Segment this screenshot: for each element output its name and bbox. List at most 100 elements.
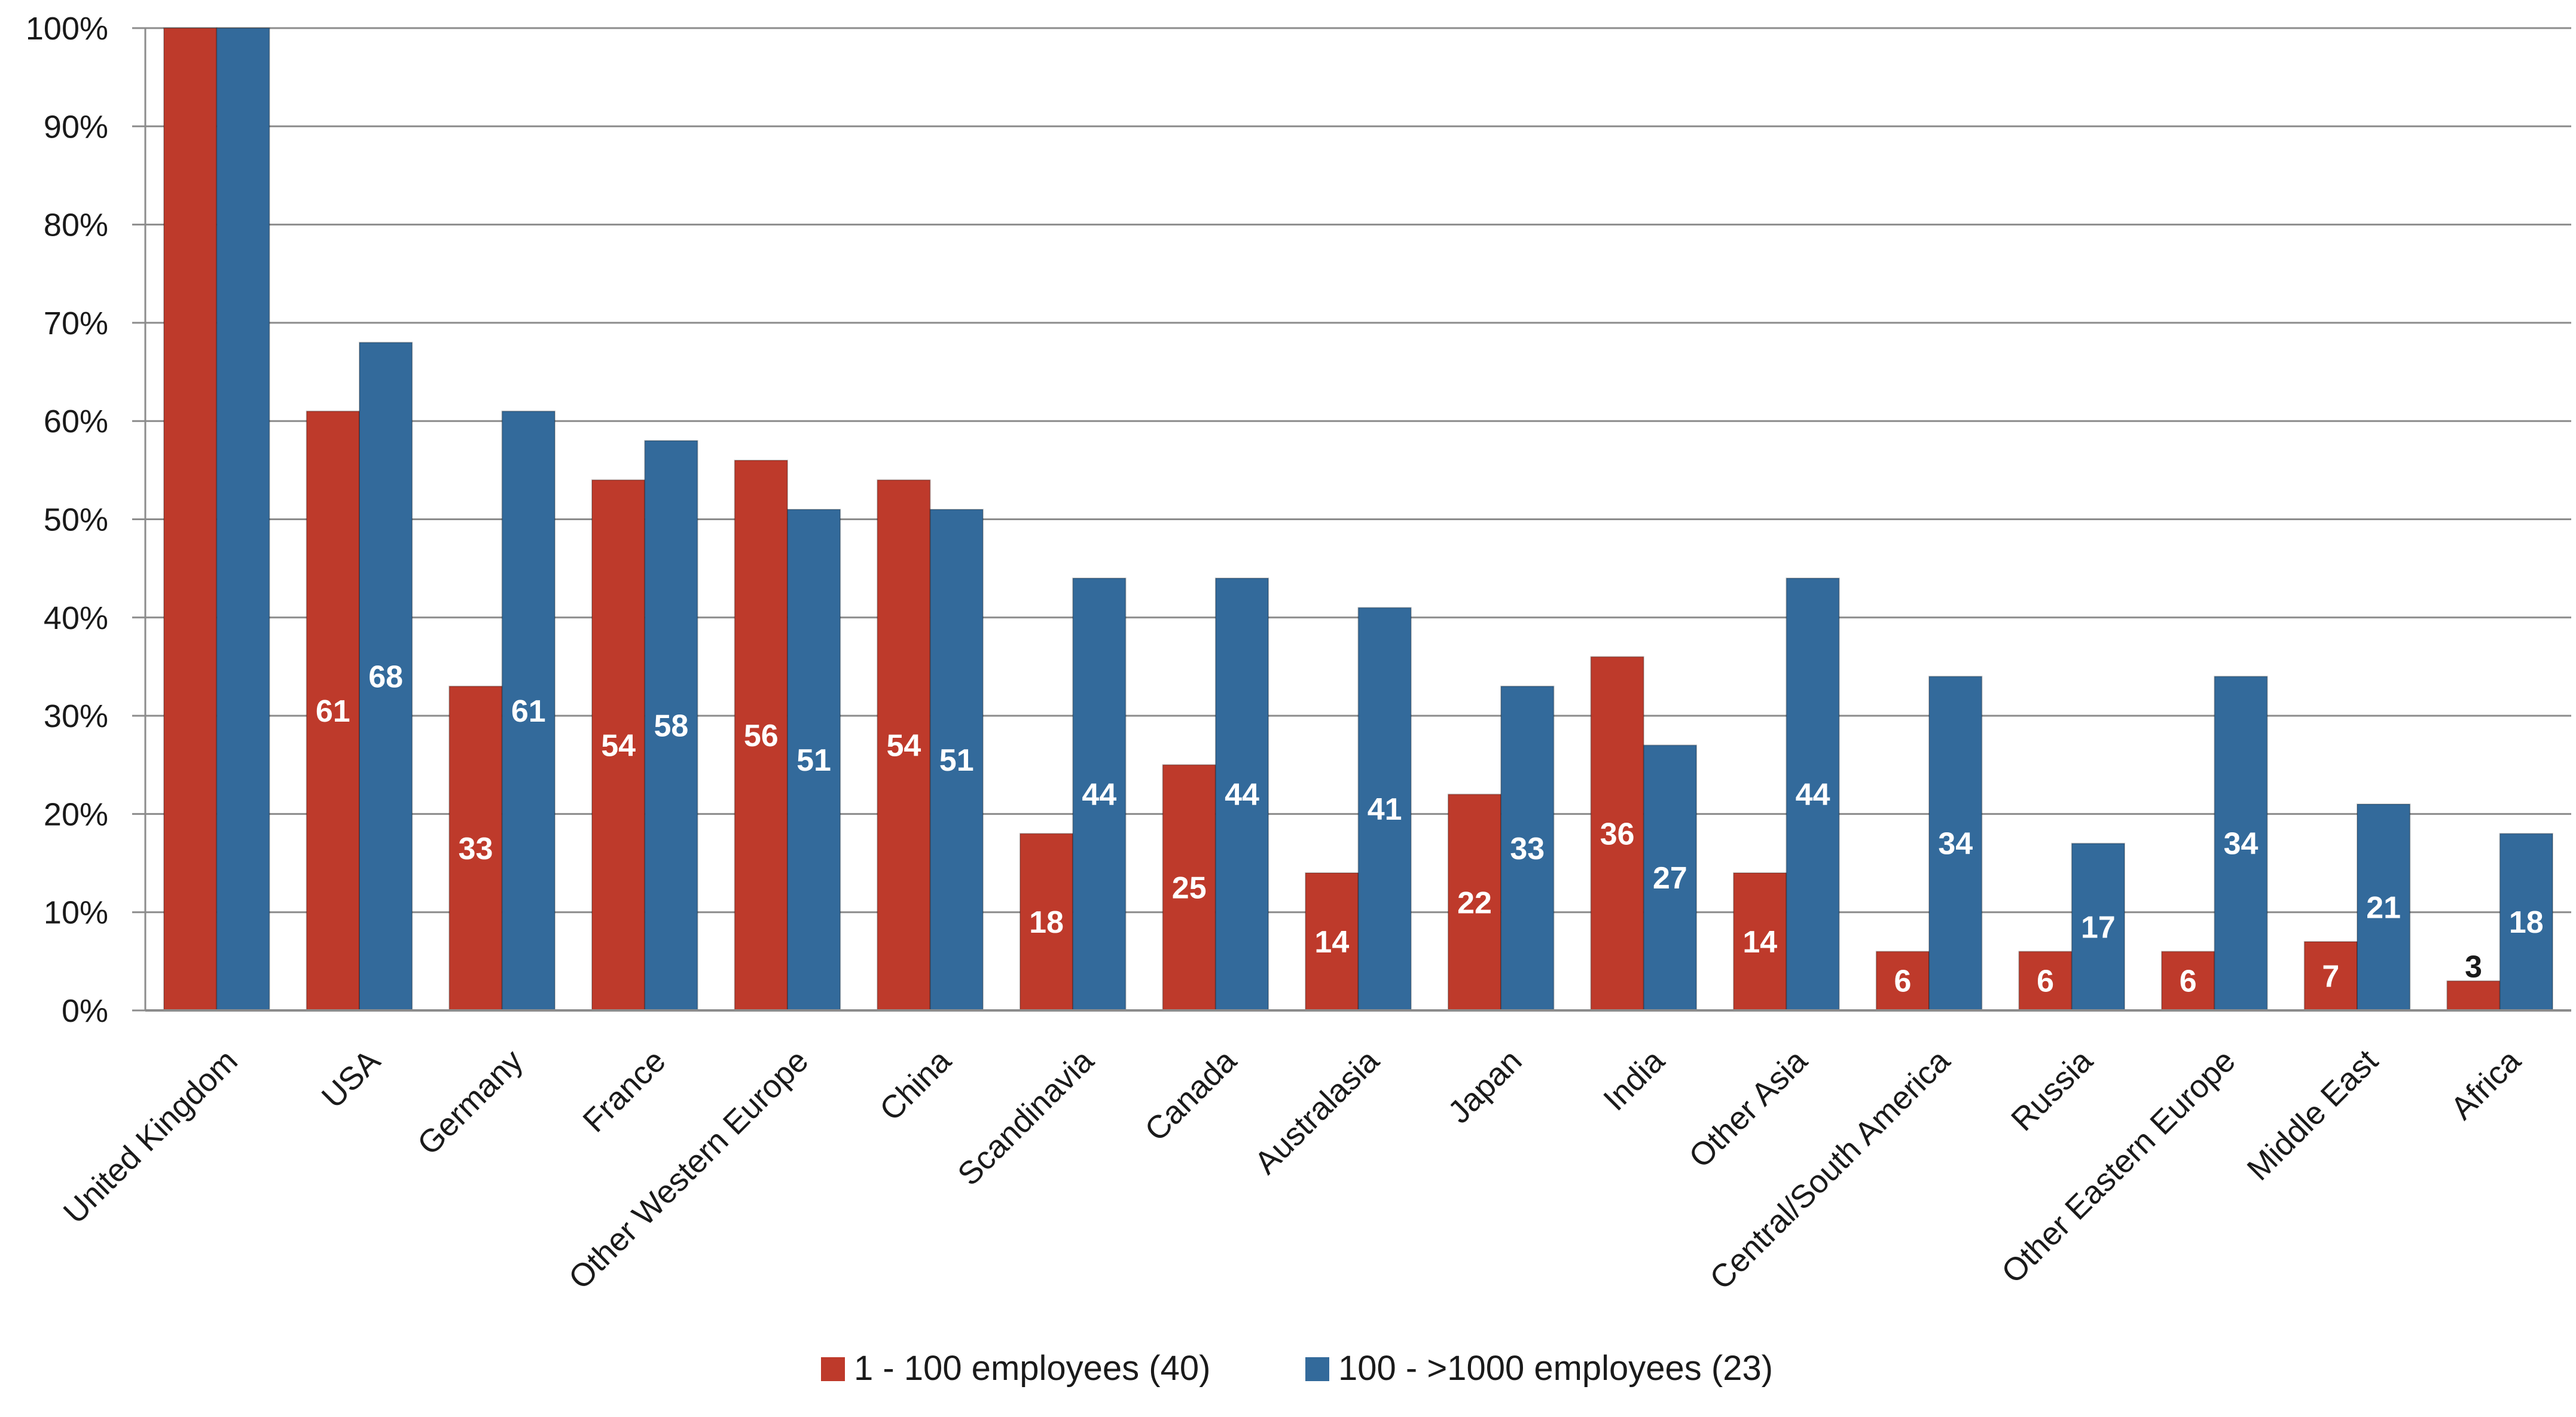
bar bbox=[877, 479, 931, 1011]
y-tick-label: 0% bbox=[62, 993, 108, 1029]
bar bbox=[358, 341, 413, 1011]
bar bbox=[2161, 951, 2215, 1012]
bar bbox=[1875, 951, 1930, 1012]
category-label: Scandinavia bbox=[951, 1042, 1101, 1192]
bar bbox=[2446, 980, 2501, 1011]
data-labels: 61 33 54 56 54 18 25 14 22 36 14 6 6 6 7 3 68 61 58 51 51 44 4… bbox=[316, 659, 2544, 998]
data-label: 7 bbox=[2322, 959, 2339, 994]
data-label: 6 bbox=[2180, 964, 2197, 999]
category-label: Russia bbox=[2004, 1042, 2100, 1138]
data-label: 44 bbox=[1796, 778, 1830, 813]
x-axis bbox=[144, 28, 2571, 1012]
data-label: 33 bbox=[459, 832, 493, 866]
data-label: 25 bbox=[1172, 871, 1207, 906]
data-label: 18 bbox=[1029, 905, 1064, 940]
category-label: Japan bbox=[1441, 1043, 1528, 1130]
bars bbox=[163, 28, 2553, 1012]
y-tick-label: 30% bbox=[44, 698, 108, 734]
category-label: France bbox=[576, 1043, 672, 1139]
data-label: 44 bbox=[1225, 778, 1259, 813]
data-label: 56 bbox=[744, 719, 779, 753]
data-label: 3 bbox=[2465, 950, 2482, 985]
bar bbox=[216, 28, 270, 1011]
data-label: 61 bbox=[316, 694, 350, 729]
bar bbox=[644, 440, 698, 1011]
y-axis-ticks: 0% 10% 20% 30% 40% 50% 60% 70% 80% 90% 100% bbox=[26, 11, 108, 1029]
data-label: 41 bbox=[1368, 792, 1402, 827]
data-label: 34 bbox=[1938, 827, 1973, 862]
data-label: 14 bbox=[1742, 925, 1777, 960]
category-label: USA bbox=[315, 1043, 387, 1115]
category-label: Canada bbox=[1138, 1042, 1244, 1148]
data-label: 58 bbox=[654, 709, 688, 744]
bar bbox=[591, 479, 646, 1011]
bar bbox=[1733, 872, 1787, 1011]
bar bbox=[1357, 607, 1412, 1011]
bar bbox=[734, 459, 788, 1011]
category-label: Other Eastern Europe bbox=[1995, 1043, 2242, 1290]
data-label: 51 bbox=[796, 743, 831, 778]
y-tick-label: 50% bbox=[44, 502, 108, 538]
bar bbox=[1643, 744, 1698, 1011]
data-label: 21 bbox=[2366, 890, 2401, 925]
data-label: 54 bbox=[601, 728, 636, 763]
bar bbox=[1214, 578, 1269, 1011]
data-label: 6 bbox=[2037, 964, 2054, 999]
data-label: 18 bbox=[2509, 905, 2544, 940]
bar bbox=[501, 410, 556, 1011]
data-label: 34 bbox=[2224, 827, 2258, 862]
bar bbox=[2214, 676, 2268, 1011]
bar bbox=[929, 509, 984, 1011]
category-label: India bbox=[1597, 1042, 1672, 1117]
category-label: Central/South America bbox=[1703, 1042, 1957, 1296]
y-tick-label: 10% bbox=[44, 895, 108, 931]
category-label: Australasia bbox=[1248, 1042, 1387, 1181]
bar bbox=[448, 685, 503, 1012]
category-label: Middle East bbox=[2241, 1043, 2385, 1187]
bar bbox=[1500, 685, 1555, 1012]
data-label: 51 bbox=[939, 743, 974, 778]
legend-swatch bbox=[1305, 1357, 1329, 1381]
data-label: 44 bbox=[1082, 778, 1116, 813]
y-tick-label: 90% bbox=[44, 109, 108, 145]
bar bbox=[2303, 940, 2358, 1011]
legend-label: 100 - >1000 employees (23) bbox=[1338, 1349, 1773, 1388]
bar bbox=[1019, 833, 1074, 1011]
bar bbox=[1447, 793, 1502, 1012]
data-label: 33 bbox=[1510, 832, 1545, 866]
legend-swatch bbox=[821, 1357, 845, 1381]
data-label: 22 bbox=[1457, 885, 1492, 920]
bar bbox=[786, 509, 841, 1011]
bar bbox=[2357, 803, 2411, 1011]
y-tick-label: 60% bbox=[44, 404, 108, 439]
data-label: 6 bbox=[1894, 964, 1911, 999]
category-label: Other Asia bbox=[1682, 1042, 1814, 1174]
data-label: 27 bbox=[1653, 861, 1687, 896]
category-label: China bbox=[873, 1042, 959, 1128]
data-label: 14 bbox=[1314, 925, 1349, 960]
bar bbox=[1786, 578, 1840, 1011]
bar bbox=[1072, 578, 1127, 1011]
data-label: 54 bbox=[886, 728, 921, 763]
data-label: 36 bbox=[1600, 817, 1635, 851]
bar bbox=[2071, 842, 2126, 1011]
data-label: 68 bbox=[368, 659, 403, 694]
category-label: United Kingdom bbox=[57, 1043, 245, 1230]
y-tick-label: 40% bbox=[44, 600, 108, 636]
bar bbox=[163, 28, 218, 1011]
legend: 1 - 100 employees (40) 100 - >1000 employ… bbox=[821, 1349, 1773, 1388]
y-tick-label: 20% bbox=[44, 796, 108, 832]
bar bbox=[1162, 764, 1216, 1011]
bar bbox=[1928, 676, 1983, 1011]
category-label: Germany bbox=[411, 1043, 530, 1162]
bar bbox=[2018, 951, 2073, 1012]
bar bbox=[1590, 656, 1644, 1011]
legend-label: 1 - 100 employees (40) bbox=[854, 1349, 1210, 1388]
category-label: Africa bbox=[2444, 1042, 2528, 1126]
y-tick-label: 100% bbox=[26, 11, 108, 47]
data-label: 17 bbox=[2081, 910, 2116, 945]
category-label: Other Western Europe bbox=[562, 1043, 816, 1296]
y-tick-label: 80% bbox=[44, 207, 108, 243]
